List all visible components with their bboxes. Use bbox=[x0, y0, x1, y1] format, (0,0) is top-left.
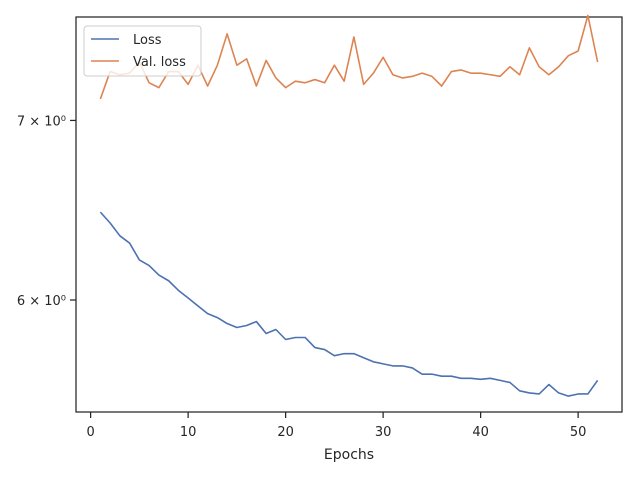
x-tick-label-4: 40 bbox=[472, 425, 489, 440]
series-line-0 bbox=[99, 211, 599, 397]
y-tick-label-1: 7 × 10⁰ bbox=[17, 114, 66, 129]
legend-label-0: Loss bbox=[133, 33, 162, 48]
x-tick-label-1: 10 bbox=[180, 425, 197, 440]
series-line-1 bbox=[99, 14, 599, 100]
legend: Loss Val. loss bbox=[83, 25, 202, 77]
y-tick-label-0: 6 × 10⁰ bbox=[17, 294, 66, 309]
x-tick-label-0: 0 bbox=[86, 425, 94, 440]
plot-area bbox=[75, 16, 623, 413]
y-axis-ticks: 6 × 10⁰ 7 × 10⁰ bbox=[17, 114, 76, 309]
x-tick-label-2: 20 bbox=[277, 425, 294, 440]
x-axis-ticks: 0 10 20 30 40 50 bbox=[86, 412, 586, 440]
x-axis-label: Epochs bbox=[324, 447, 374, 463]
series-layer bbox=[99, 14, 599, 397]
legend-label-1: Val. loss bbox=[133, 55, 186, 70]
x-tick-label-3: 30 bbox=[375, 425, 392, 440]
x-tick-label-5: 50 bbox=[570, 425, 587, 440]
